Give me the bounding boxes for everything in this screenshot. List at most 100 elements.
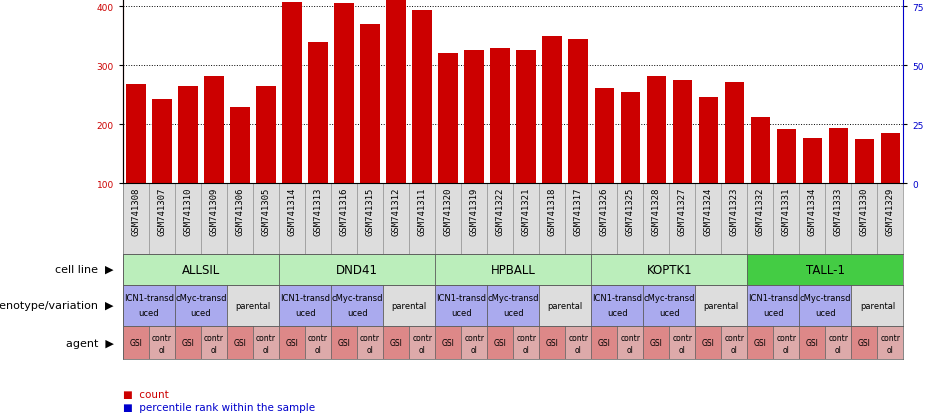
Bar — [464, 51, 484, 184]
Bar — [643, 326, 669, 359]
Text: contr: contr — [152, 333, 172, 342]
Bar — [305, 184, 331, 254]
Text: GSM741323: GSM741323 — [729, 188, 739, 235]
Text: ol: ol — [627, 345, 634, 354]
Text: GSM741322: GSM741322 — [496, 188, 505, 235]
Text: ol: ol — [887, 345, 894, 354]
Bar — [591, 326, 617, 359]
Bar — [695, 184, 721, 254]
Text: GSI: GSI — [858, 338, 871, 347]
Bar — [773, 184, 799, 254]
Bar — [201, 184, 227, 254]
Bar — [227, 285, 279, 326]
Text: cell line  ▶: cell line ▶ — [55, 264, 114, 275]
Bar — [126, 85, 146, 184]
Bar — [721, 326, 747, 359]
Text: GSM741321: GSM741321 — [521, 188, 531, 235]
Text: GSM741333: GSM741333 — [833, 188, 843, 235]
Text: uced: uced — [503, 309, 523, 318]
Bar — [305, 326, 331, 359]
Text: GSM741318: GSM741318 — [548, 188, 557, 235]
Bar — [331, 285, 383, 326]
Text: contr: contr — [517, 333, 536, 342]
Bar — [513, 326, 539, 359]
Bar — [490, 48, 510, 184]
Bar — [360, 25, 380, 184]
Bar — [331, 326, 357, 359]
Bar — [487, 326, 513, 359]
Text: genotype/variation  ▶: genotype/variation ▶ — [0, 301, 114, 311]
Bar — [877, 184, 903, 254]
Text: ALLSIL: ALLSIL — [182, 263, 220, 276]
Bar — [334, 4, 354, 184]
Text: uced: uced — [191, 309, 211, 318]
Text: cMyc-transd: cMyc-transd — [799, 294, 851, 303]
Bar — [386, 0, 406, 184]
Text: GSM741307: GSM741307 — [157, 188, 166, 235]
Text: uced: uced — [763, 309, 783, 318]
Text: GSM741314: GSM741314 — [288, 188, 297, 235]
Bar — [227, 326, 253, 359]
Bar — [591, 285, 643, 326]
Bar — [539, 184, 565, 254]
Bar — [539, 326, 565, 359]
Bar — [517, 51, 536, 184]
Bar — [802, 138, 822, 184]
Bar — [152, 100, 172, 184]
Bar — [669, 184, 695, 254]
Bar — [487, 285, 539, 326]
Text: GSM741311: GSM741311 — [417, 188, 427, 235]
Text: GSI: GSI — [650, 338, 663, 347]
Bar — [279, 326, 305, 359]
Bar — [308, 43, 328, 184]
Bar — [461, 184, 487, 254]
Bar — [725, 83, 745, 184]
Text: cMyc-transd: cMyc-transd — [487, 294, 539, 303]
Text: ol: ol — [679, 345, 686, 354]
Bar — [279, 184, 305, 254]
Bar — [230, 107, 250, 184]
Text: uced: uced — [295, 309, 315, 318]
Text: uced: uced — [659, 309, 679, 318]
Bar — [646, 77, 666, 184]
Bar — [253, 326, 279, 359]
Text: GSM741312: GSM741312 — [392, 188, 401, 235]
Bar — [253, 184, 279, 254]
Text: GSM741328: GSM741328 — [652, 188, 661, 235]
Text: GSM741326: GSM741326 — [600, 188, 609, 235]
Text: ol: ol — [471, 345, 478, 354]
Text: ol: ol — [263, 345, 270, 354]
Text: parental: parental — [860, 301, 895, 310]
Bar — [542, 37, 562, 184]
Text: GSM741305: GSM741305 — [261, 188, 271, 235]
Text: ICN1-transd: ICN1-transd — [280, 294, 330, 303]
Bar — [877, 326, 903, 359]
Bar — [747, 326, 773, 359]
Bar — [487, 184, 513, 254]
Bar — [279, 254, 435, 285]
Text: GSM741315: GSM741315 — [365, 188, 375, 235]
Text: parental: parental — [704, 301, 739, 310]
Bar — [178, 87, 198, 184]
Text: agent  ▶: agent ▶ — [65, 338, 114, 348]
Text: ol: ol — [523, 345, 530, 354]
Bar — [569, 40, 588, 184]
Text: contr: contr — [829, 333, 849, 342]
Text: ol: ol — [575, 345, 582, 354]
Text: parental: parental — [392, 301, 427, 310]
Bar — [851, 184, 877, 254]
Bar — [435, 285, 487, 326]
Text: GSM741309: GSM741309 — [209, 188, 219, 235]
Bar — [695, 285, 747, 326]
Text: GSM741334: GSM741334 — [808, 188, 817, 235]
Text: GSI: GSI — [338, 338, 351, 347]
Bar — [747, 285, 799, 326]
Text: GSM741331: GSM741331 — [781, 188, 791, 235]
Bar — [721, 184, 747, 254]
Text: contr: contr — [569, 333, 588, 342]
Bar — [357, 184, 383, 254]
Bar — [201, 326, 227, 359]
Text: cMyc-transd: cMyc-transd — [331, 294, 383, 303]
Text: parental: parental — [236, 301, 271, 310]
Text: GSM741313: GSM741313 — [313, 188, 323, 235]
